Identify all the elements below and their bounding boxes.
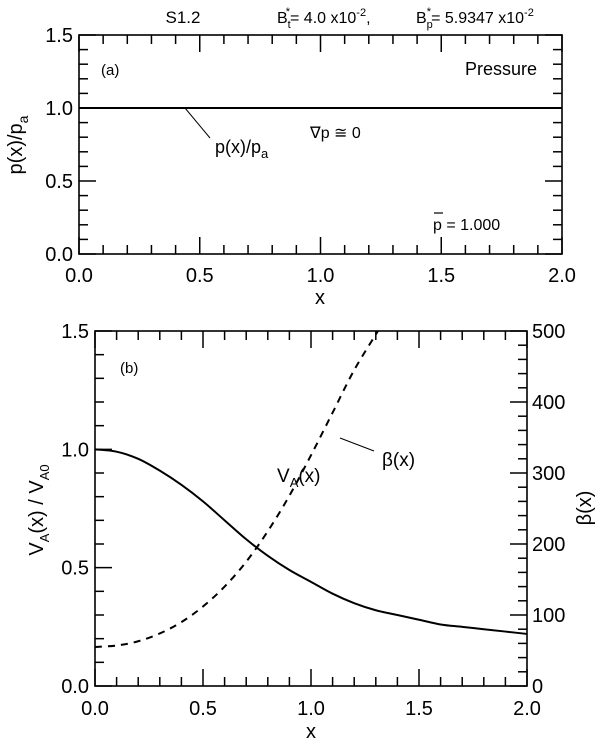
svg-text:1.0: 1.0 bbox=[61, 439, 89, 461]
beta-curve bbox=[94, 330, 379, 648]
beta-leader-line bbox=[339, 437, 375, 452]
svg-text:400: 400 bbox=[532, 392, 565, 414]
svg-text:1.0: 1.0 bbox=[307, 265, 335, 287]
beta-curve-label: β(x) bbox=[382, 450, 415, 471]
ticks-b bbox=[94, 330, 528, 687]
svg-text:0.5: 0.5 bbox=[45, 171, 73, 193]
svg-text:Bp*= 5.9347 x10-2: Bp*= 5.9347 x10-2 bbox=[416, 6, 534, 31]
panel-b-label: (b) bbox=[120, 360, 138, 377]
svg-text:Bt*= 4.0 x10-2,: Bt*= 4.0 x10-2, bbox=[277, 6, 371, 31]
ticks-a bbox=[78, 34, 563, 255]
y-axis-label-b-left: VA(x) / VA0 bbox=[26, 464, 52, 555]
svg-text:1.5: 1.5 bbox=[427, 265, 455, 287]
svg-text:1.0: 1.0 bbox=[45, 98, 73, 120]
svg-text:1.5: 1.5 bbox=[405, 698, 433, 720]
svg-text:0.0: 0.0 bbox=[45, 244, 73, 266]
svg-text:300: 300 bbox=[532, 463, 565, 485]
svg-text:0.5: 0.5 bbox=[189, 698, 217, 720]
svg-text:200: 200 bbox=[532, 534, 565, 556]
svg-text:0.0: 0.0 bbox=[65, 265, 93, 287]
bt-parameter: Bt*= 4.0 x10-2, bbox=[277, 6, 371, 31]
svg-text:0.0: 0.0 bbox=[81, 698, 109, 720]
x-tick-labels-b: 0.0 0.5 1.0 1.5 2.0 bbox=[81, 698, 541, 720]
alfven-speed-curve bbox=[94, 448, 528, 635]
svg-text:500: 500 bbox=[532, 321, 565, 343]
y-tick-labels-b-left: 0.0 0.5 1.0 1.5 bbox=[61, 321, 89, 698]
svg-text:p = 1.000: p = 1.000 bbox=[433, 217, 500, 234]
svg-text:1.0: 1.0 bbox=[297, 698, 325, 720]
x-axis-label-a: x bbox=[315, 287, 325, 309]
y-tick-labels-a: 0.0 0.5 1.0 1.5 bbox=[45, 25, 73, 266]
svg-text:0.5: 0.5 bbox=[186, 265, 214, 287]
svg-text:1.5: 1.5 bbox=[45, 25, 73, 47]
svg-text:0: 0 bbox=[532, 676, 543, 698]
gradient-annotation: ∇p ≅ 0 bbox=[309, 125, 361, 142]
svg-text:0.0: 0.0 bbox=[61, 676, 89, 698]
svg-text:2.0: 2.0 bbox=[548, 265, 576, 287]
y-axis-label-b-right: β(x) bbox=[574, 491, 596, 526]
svg-text:2.0: 2.0 bbox=[513, 698, 541, 720]
panel-a-label: (a) bbox=[101, 62, 119, 79]
svg-text:0.5: 0.5 bbox=[61, 558, 89, 580]
pressure-curve-label: p(x)/pa bbox=[215, 137, 269, 161]
x-tick-labels-a: 0.0 0.5 1.0 1.5 2.0 bbox=[65, 265, 576, 287]
bp-parameter: Bp*= 5.9347 x10-2 bbox=[416, 6, 534, 31]
svg-text:100: 100 bbox=[532, 605, 565, 627]
alfven-beta-panel: β(x) VA(x) (b) 0.0 0.5 1.0 1.5 2.0 0.0 0.5 1.0… bbox=[26, 321, 596, 743]
svg-text:1.5: 1.5 bbox=[61, 321, 89, 343]
x-axis-label-b: x bbox=[306, 721, 316, 743]
pressure-title: Pressure bbox=[465, 59, 537, 79]
mean-pressure-annotation: p = 1.000 bbox=[433, 212, 500, 234]
y-axis-label-a: p(x)/pa bbox=[5, 115, 31, 174]
case-label: S1.2 bbox=[166, 8, 201, 27]
y-tick-labels-b-right: 0 100 200 300 400 500 bbox=[532, 321, 565, 698]
pressure-leader-line bbox=[184, 107, 211, 139]
pressure-panel: p(x)/pa (a) Pressure ∇p ≅ 0 p = 1.000 0.… bbox=[5, 25, 576, 309]
alfven-curve-label: VA(x) bbox=[277, 466, 321, 490]
